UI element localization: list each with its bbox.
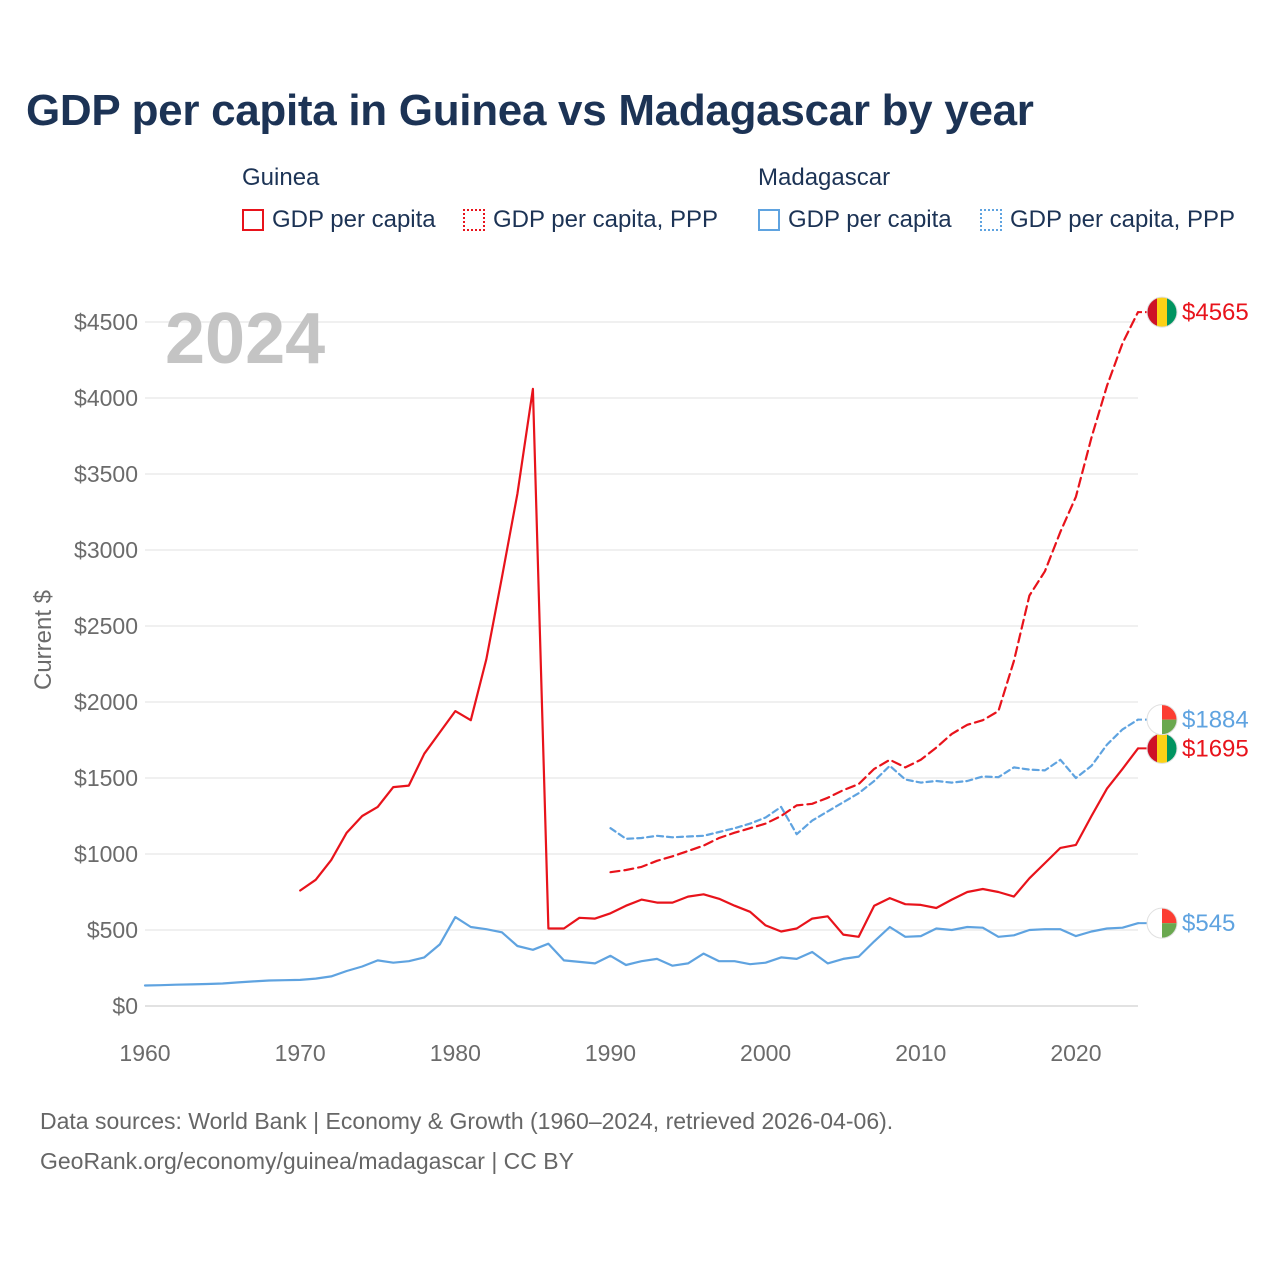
y-tick-label: $1500	[74, 765, 138, 791]
legend-item-madagascar-gdp-ppp[interactable]: GDP per capita, PPP	[980, 205, 1235, 235]
end-value-label: $1695	[1182, 735, 1249, 762]
legend-label: GDP per capita, PPP	[1010, 206, 1235, 233]
x-tick-label: 2020	[1050, 1040, 1101, 1066]
y-tick-label: $2000	[74, 689, 138, 715]
end-value-label: $1884	[1182, 707, 1249, 734]
series-line-guinea-gdp-per-capita-ppp	[609, 311, 1140, 874]
y-tick-label: $3500	[74, 461, 138, 487]
x-tick-label: 1970	[275, 1040, 326, 1066]
legend-label: GDP per capita	[788, 206, 952, 233]
madagascar-flag-icon	[1146, 907, 1178, 939]
y-tick-label: $4000	[74, 385, 138, 411]
guinea-flag-icon	[1146, 732, 1178, 764]
y-axis-label: Current $	[30, 590, 57, 690]
footer-sources: Data sources: World Bank | Economy & Gro…	[40, 1108, 894, 1134]
y-tick-label: $3000	[74, 537, 138, 563]
y-tick-label: $1000	[74, 841, 138, 867]
x-tick-label: 1990	[585, 1040, 636, 1066]
end-value-label: $545	[1182, 910, 1235, 937]
year-watermark: 2024	[165, 299, 325, 379]
series-line-guinea-gdp-per-capita	[299, 387, 1140, 938]
x-tick-label: 2000	[740, 1040, 791, 1066]
guinea-flag-icon	[1146, 296, 1178, 328]
legend-group-guinea: Guinea	[242, 164, 320, 191]
series-line-madagascar-gdp-per-capita-ppp	[609, 718, 1140, 840]
footer-attribution: GeoRank.org/economy/guinea/madagascar | …	[40, 1148, 574, 1174]
legend-label: GDP per capita	[272, 206, 436, 233]
y-tick-label: $4500	[74, 309, 138, 335]
x-tick-label: 1960	[119, 1040, 170, 1066]
series-line-madagascar-gdp-per-capita	[143, 916, 1140, 987]
legend-item-guinea-gdp[interactable]: GDP per capita	[242, 205, 436, 235]
legend-swatch-solid-red	[242, 209, 264, 231]
legend-group-madagascar: Madagascar	[758, 164, 891, 191]
legend-label: GDP per capita, PPP	[493, 206, 718, 233]
madagascar-flag-icon	[1146, 704, 1178, 736]
legend-swatch-dotted-red	[463, 209, 485, 231]
end-value-label: $4565	[1182, 299, 1249, 326]
legend-swatch-dotted-blue	[980, 209, 1002, 231]
y-tick-label: $0	[112, 993, 138, 1019]
legend-item-guinea-gdp-ppp[interactable]: GDP per capita, PPP	[463, 205, 718, 235]
y-tick-label: $500	[87, 917, 138, 943]
legend-item-madagascar-gdp[interactable]: GDP per capita	[758, 205, 952, 235]
y-tick-label: $2500	[74, 613, 138, 639]
x-tick-label: 2010	[895, 1040, 946, 1066]
chart-title: GDP per capita in Guinea vs Madagascar b…	[26, 86, 1034, 135]
legend-swatch-solid-blue	[758, 209, 780, 231]
x-tick-label: 1980	[430, 1040, 481, 1066]
